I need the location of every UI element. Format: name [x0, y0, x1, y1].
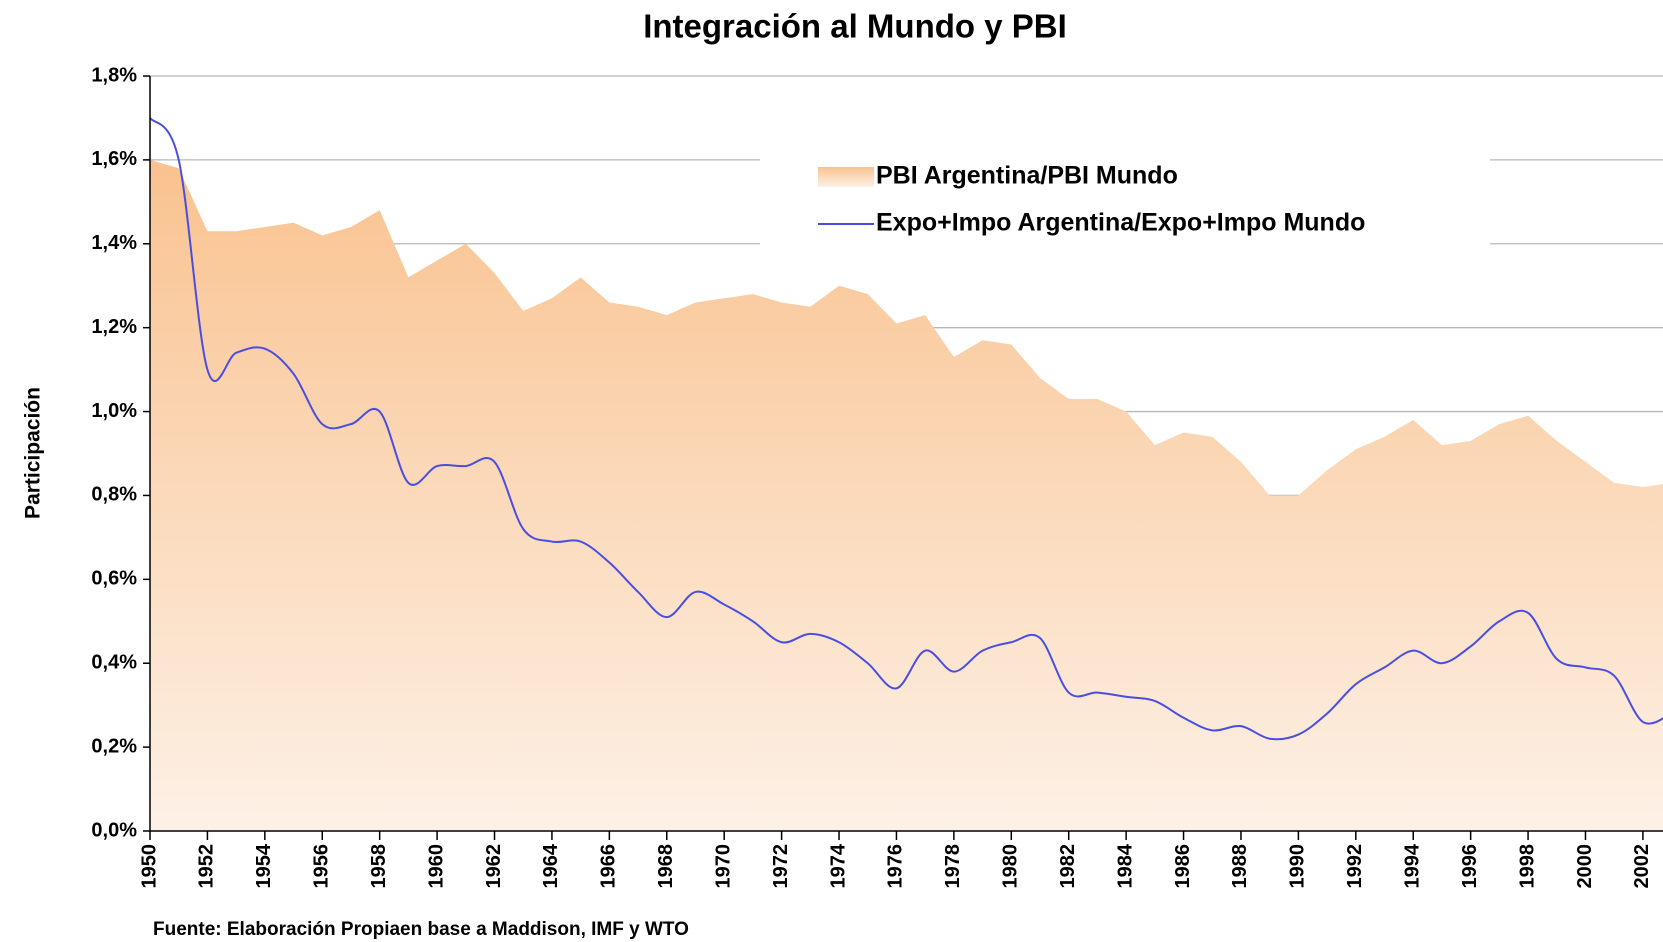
- x-tick-label: 1972: [770, 844, 792, 889]
- x-tick-label: 1982: [1057, 844, 1079, 889]
- x-tick-label: 1970: [712, 844, 734, 889]
- x-tick-label: 1966: [598, 844, 620, 889]
- legend-label: PBI Argentina/PBI Mundo: [876, 162, 1178, 190]
- x-tick-label: 1956: [311, 844, 333, 889]
- y-axis-label: Participación: [22, 387, 45, 519]
- x-tick-label: 1976: [885, 844, 907, 889]
- y-tick-label: 0,8%: [91, 484, 137, 506]
- x-tick-label: 1974: [827, 843, 849, 888]
- y-tick-label: 1,6%: [91, 148, 137, 170]
- x-tick-label: 1968: [655, 844, 677, 889]
- source-note: Fuente: Elaboración Propiaen base a Madd…: [153, 919, 689, 940]
- x-tick-label: 1954: [253, 843, 275, 888]
- y-tick-label: 1,8%: [91, 64, 137, 86]
- axes: 0,0% 0,2% 0,4% 0,6% 0,8% 1,0% 1,2% 1,4% 1,6% 1,8%…: [91, 64, 1663, 889]
- legend-label: Expo+Impo Argentina/Expo+Impo Mundo: [876, 209, 1365, 237]
- x-tick-label: 1994: [1402, 843, 1424, 888]
- x-tick-label: 1952: [196, 844, 218, 889]
- x-tick-label: 2000: [1574, 844, 1596, 889]
- chart-title: Integración al Mundo y PBI: [643, 8, 1067, 45]
- x-tick-label: 1950: [138, 844, 160, 889]
- x-tick-label: 1988: [1229, 844, 1251, 889]
- legend-swatch: [818, 167, 874, 187]
- area: [150, 159, 1663, 831]
- x-tick-label: 1980: [1000, 844, 1022, 889]
- x-tick-label: 1986: [1172, 844, 1194, 889]
- y-tick-label: 1,4%: [91, 232, 137, 254]
- x-tick-label: 1978: [942, 844, 964, 889]
- y-tick-label: 0,4%: [91, 652, 137, 674]
- x-tick-label: 1992: [1344, 844, 1366, 889]
- x-tick-label: 1996: [1459, 844, 1481, 889]
- plot-area: [150, 117, 1663, 831]
- x-tick-label: 1990: [1287, 844, 1309, 889]
- x-tick-label: 1964: [540, 843, 562, 888]
- line: [150, 117, 1663, 741]
- x-tick-label: 1958: [368, 844, 390, 889]
- x-tick-label: 1962: [483, 844, 505, 889]
- y-tick-label: 0,2%: [91, 735, 137, 757]
- y-tick-label: 1,0%: [91, 400, 137, 422]
- x-tick-label: 2002: [1631, 844, 1653, 889]
- y-tick-label: 0,6%: [91, 568, 137, 590]
- x-tick-label: 1998: [1516, 844, 1538, 889]
- y-tick-label: 1,2%: [91, 316, 137, 338]
- legend-box: [760, 148, 1490, 250]
- legend: PBI Argentina/PBI Mundo Expo+Impo Argenti…: [760, 148, 1490, 250]
- x-tick-label: 1984: [1114, 843, 1136, 888]
- x-tick-label: 1960: [425, 844, 447, 889]
- y-tick-label: 0,0%: [91, 819, 137, 841]
